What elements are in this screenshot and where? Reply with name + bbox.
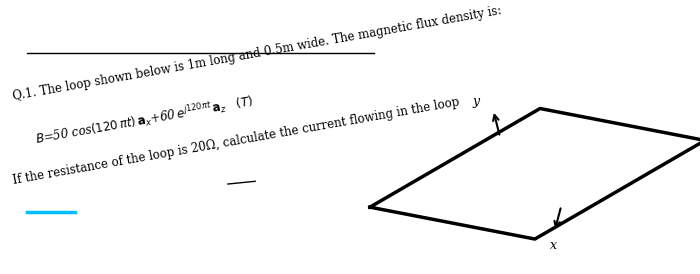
Text: y: y <box>473 95 480 108</box>
Text: x: x <box>550 239 556 252</box>
Text: Q.1. The loop shown below is 1m long and 0.5m wide. The magnetic flux density is: Q.1. The loop shown below is 1m long and… <box>11 4 502 103</box>
Text: $B$=50 cos$(120\,\pi t)\,\mathbf{a}_{x}$+60$\,e^{j120\pi t}\,\mathbf{a}_{z}$   $: $B$=50 cos$(120\,\pi t)\,\mathbf{a}_{x}$… <box>34 92 255 148</box>
Text: If the resistance of the loop is 20Ω, calculate the current flowing in the loop: If the resistance of the loop is 20Ω, ca… <box>11 96 460 187</box>
